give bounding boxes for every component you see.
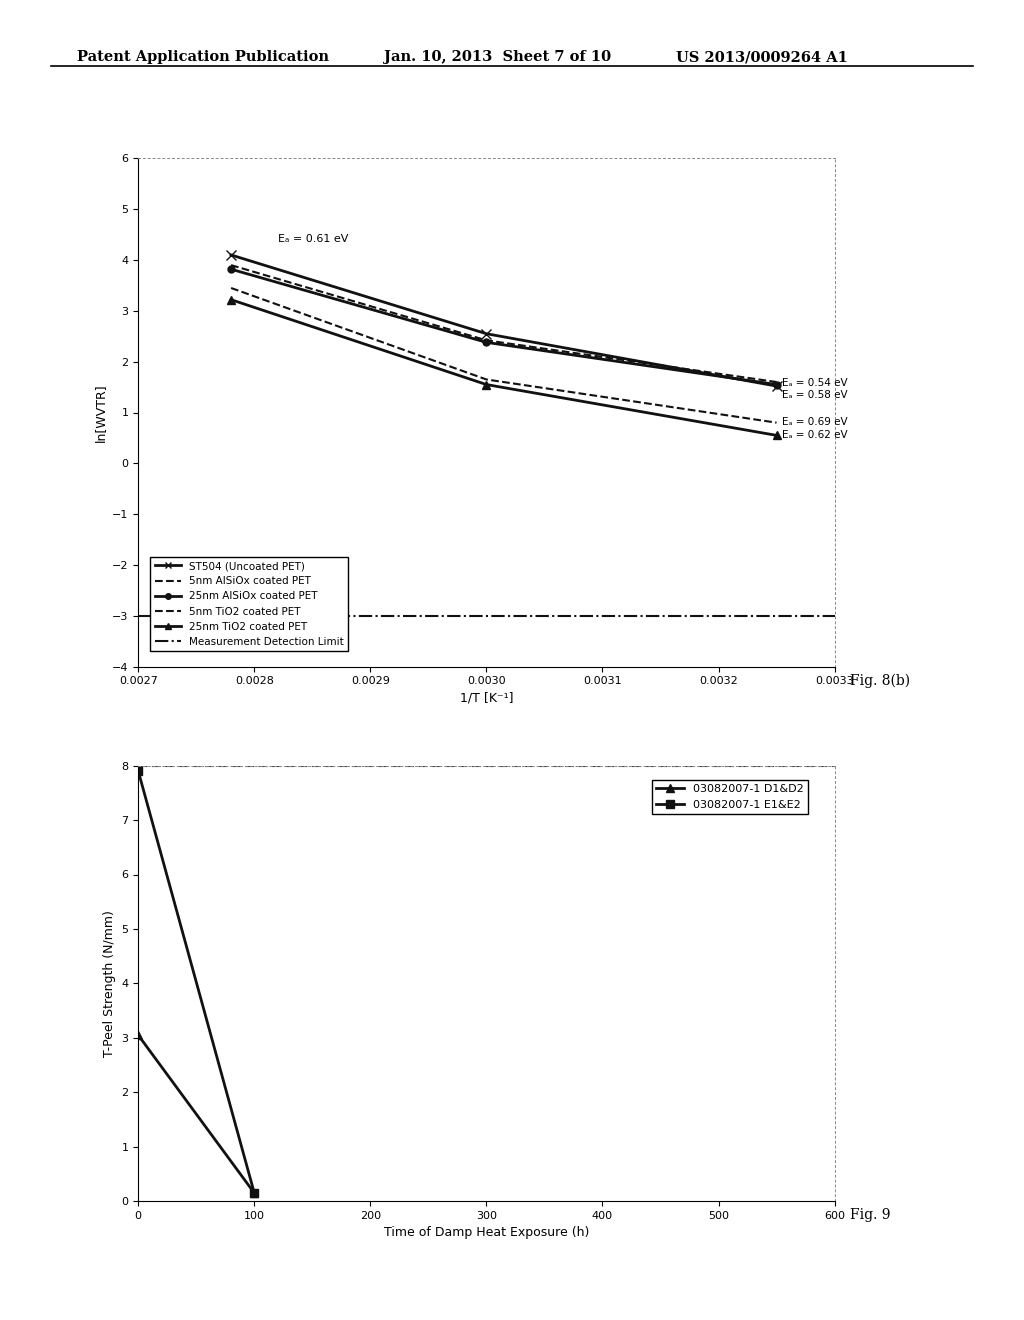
Text: Eₐ = 0.58 eV: Eₐ = 0.58 eV — [782, 389, 848, 400]
Text: Eₐ = 0.61 eV: Eₐ = 0.61 eV — [278, 234, 348, 244]
Text: Eₐ = 0.62 eV: Eₐ = 0.62 eV — [782, 430, 848, 441]
03082007-1 D1&D2 — [132, 1027, 144, 1043]
X-axis label: 1/T [K⁻¹]: 1/T [K⁻¹] — [460, 692, 513, 705]
Text: Fig. 8(b): Fig. 8(b) — [850, 673, 910, 688]
Text: Fig. 9: Fig. 9 — [850, 1208, 891, 1222]
Text: US 2013/0009264 A1: US 2013/0009264 A1 — [676, 50, 848, 65]
Legend: ST504 (Uncoated PET), 5nm AlSiOx coated PET, 25nm AlSiOx coated PET, 5nm TiO2 co: ST504 (Uncoated PET), 5nm AlSiOx coated … — [151, 557, 348, 651]
X-axis label: Time of Damp Heat Exposure (h): Time of Damp Heat Exposure (h) — [384, 1226, 589, 1239]
03082007-1 D1&D2 — [248, 1185, 260, 1201]
Legend: 03082007-1 D1&D2, 03082007-1 E1&E2: 03082007-1 D1&D2, 03082007-1 E1&E2 — [652, 780, 808, 814]
Text: Eₐ = 0.69 eV: Eₐ = 0.69 eV — [782, 417, 848, 426]
Text: Eₐ = 0.54 eV: Eₐ = 0.54 eV — [782, 378, 848, 388]
Line: 03082007-1 D1&D2: 03082007-1 D1&D2 — [134, 1031, 258, 1197]
Text: Patent Application Publication: Patent Application Publication — [77, 50, 329, 65]
Y-axis label: T-Peel Strength (N/mm): T-Peel Strength (N/mm) — [102, 909, 116, 1057]
Text: Jan. 10, 2013  Sheet 7 of 10: Jan. 10, 2013 Sheet 7 of 10 — [384, 50, 611, 65]
Y-axis label: ln[WVTR]: ln[WVTR] — [93, 383, 106, 442]
